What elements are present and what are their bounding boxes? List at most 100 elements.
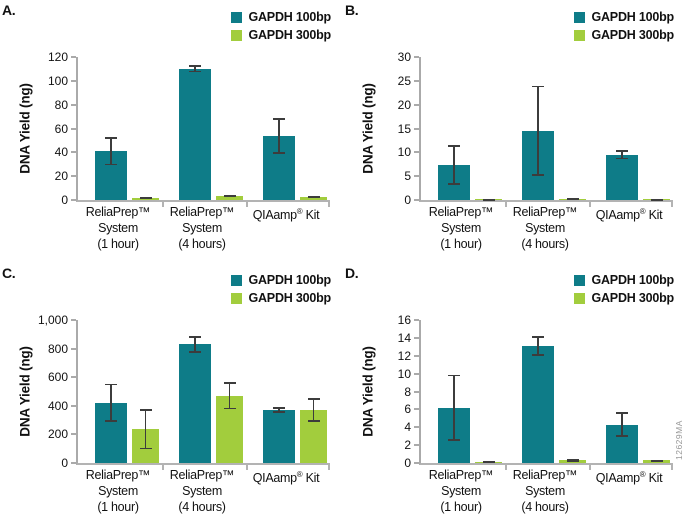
error-bar <box>650 198 663 201</box>
legend-label-300bp: GAPDH 300bp <box>591 291 674 305</box>
error-bar-line <box>537 85 539 177</box>
legend-swatch-100bp <box>574 274 586 286</box>
y-tick <box>414 336 419 339</box>
y-tick <box>414 79 419 82</box>
error-bar <box>616 412 628 438</box>
x-category-label: ReliaPrep™ System (1 hour) <box>85 468 151 514</box>
panel-b: B. GAPDH 100bp GAPDH 300bp DNA Yield (ng… <box>343 0 686 263</box>
y-tick <box>414 175 419 178</box>
y-tick <box>71 103 76 106</box>
error-bar <box>448 145 460 186</box>
error-bar-cap-top <box>532 85 544 88</box>
error-bar-cap-bottom <box>307 420 320 423</box>
error-bar-line <box>110 383 112 423</box>
y-tick <box>71 347 76 350</box>
bar-gapdh-100bp <box>179 68 211 200</box>
legend-item-300bp: GAPDH 300bp <box>231 291 331 305</box>
x-tick <box>162 202 164 207</box>
y-tick-label: 14 <box>397 330 411 345</box>
legend: GAPDH 100bp GAPDH 300bp <box>231 273 331 309</box>
x-category-label: QIAamp® Kit <box>595 470 663 486</box>
panel-label-a: A. <box>2 2 16 18</box>
y-tick <box>71 151 76 154</box>
error-bar-cap-bottom <box>482 461 495 464</box>
y-tick-label: 0 <box>61 193 68 207</box>
y-tick-label: 30 <box>397 50 411 64</box>
error-bar-cap-top <box>616 412 628 414</box>
error-bar-cap-top <box>105 383 117 386</box>
error-bar-cap-bottom <box>532 174 544 177</box>
error-bar <box>273 407 285 413</box>
legend-swatch-300bp <box>574 29 586 41</box>
x-tick <box>589 202 591 207</box>
legend-label-300bp: GAPDH 300bp <box>591 28 674 42</box>
error-bar <box>105 136 117 166</box>
error-bar-cap-bottom <box>139 447 152 450</box>
error-bar-cap-top <box>532 336 544 338</box>
y-tick <box>71 56 76 58</box>
x-category-label: ReliaPrep™ System (4 hours) <box>169 468 235 514</box>
panel-c: C. GAPDH 100bp GAPDH 300bp DNA Yield (ng… <box>0 263 343 526</box>
error-bar <box>273 117 285 154</box>
legend: GAPDH 100bp GAPDH 300bp <box>574 10 674 46</box>
error-bar <box>482 461 495 464</box>
legend-item-100bp: GAPDH 100bp <box>231 273 331 287</box>
error-bar <box>532 336 544 356</box>
error-bar-cap-bottom <box>616 157 628 160</box>
legend-item-100bp: GAPDH 100bp <box>231 10 331 24</box>
y-tick <box>71 175 76 178</box>
error-bar <box>139 409 152 450</box>
legend-swatch-100bp <box>574 11 586 23</box>
error-bar <box>566 198 579 201</box>
error-bar-cap-top <box>307 397 320 400</box>
x-tick <box>505 465 507 470</box>
y-tick-label: 8 <box>404 384 411 399</box>
error-bar-cap-bottom <box>448 438 460 441</box>
y-tick-label: 20 <box>397 97 411 112</box>
y-tick-label: 16 <box>397 313 411 327</box>
y-tick-label: 800 <box>47 341 68 356</box>
error-bar-line <box>144 409 147 450</box>
legend: GAPDH 100bp GAPDH 300bp <box>231 10 331 46</box>
y-tick-label: 20 <box>54 169 68 184</box>
y-tick <box>414 354 419 357</box>
legend: GAPDH 100bp GAPDH 300bp <box>574 273 674 309</box>
bar-gapdh-300bp <box>559 460 586 463</box>
panel-label-c: C. <box>2 265 16 281</box>
y-tick-label: 200 <box>47 427 68 442</box>
y-tick <box>71 433 76 436</box>
y-tick-label: 12 <box>397 348 411 363</box>
legend-label-300bp: GAPDH 300bp <box>248 291 331 305</box>
y-tick-label: 6 <box>404 402 411 417</box>
y-tick-label: 10 <box>397 366 411 381</box>
bar-gapdh-300bp <box>643 460 670 463</box>
x-tick <box>246 202 248 207</box>
legend-swatch-100bp <box>231 274 243 286</box>
x-category-label: ReliaPrep™ System (4 hours) <box>512 205 578 251</box>
x-category-label: ReliaPrep™ System (1 hour) <box>428 205 494 251</box>
x-tick <box>671 202 673 207</box>
error-bar-line <box>194 335 196 353</box>
legend-swatch-300bp <box>231 29 243 41</box>
error-bar-cap-top <box>448 374 460 377</box>
error-bar-line <box>228 382 231 410</box>
error-bar-line <box>312 397 315 423</box>
error-bar-line <box>194 65 196 73</box>
legend-label-100bp: GAPDH 100bp <box>591 273 674 287</box>
legend-swatch-100bp <box>231 11 243 23</box>
bar-gapdh-100bp <box>263 410 295 463</box>
error-bar-cap-bottom <box>650 198 663 201</box>
error-bar <box>307 196 320 199</box>
x-category-label: ReliaPrep™ System (1 hour) <box>428 468 494 514</box>
x-tick <box>328 202 330 207</box>
panel-label-b: B. <box>345 2 359 18</box>
y-tick-label: 1,000 <box>37 313 68 327</box>
y-tick-label: 100 <box>47 73 68 88</box>
legend-swatch-300bp <box>231 292 243 304</box>
error-bar <box>189 65 201 73</box>
x-tick <box>589 465 591 470</box>
y-tick-label: 80 <box>54 97 68 112</box>
legend-item-100bp: GAPDH 100bp <box>574 273 674 287</box>
error-bar-line <box>537 336 539 356</box>
